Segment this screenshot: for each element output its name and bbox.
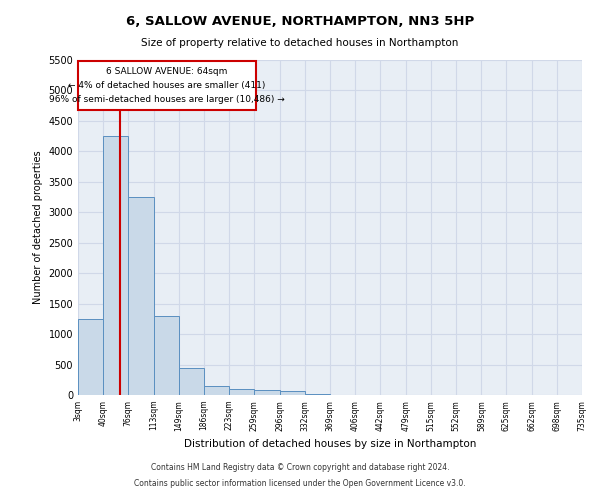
FancyBboxPatch shape bbox=[78, 61, 256, 110]
Bar bbox=[254, 390, 280, 395]
Text: Contains HM Land Registry data © Crown copyright and database right 2024.: Contains HM Land Registry data © Crown c… bbox=[151, 464, 449, 472]
Text: 96% of semi-detached houses are larger (10,486) →: 96% of semi-detached houses are larger (… bbox=[49, 94, 285, 104]
Bar bbox=[280, 392, 305, 395]
Text: Size of property relative to detached houses in Northampton: Size of property relative to detached ho… bbox=[142, 38, 458, 48]
Bar bbox=[204, 386, 229, 395]
Bar bbox=[305, 394, 330, 395]
Bar bbox=[154, 316, 179, 395]
Text: 6 SALLOW AVENUE: 64sqm: 6 SALLOW AVENUE: 64sqm bbox=[106, 68, 228, 76]
Bar bbox=[103, 136, 128, 395]
Y-axis label: Number of detached properties: Number of detached properties bbox=[33, 150, 43, 304]
X-axis label: Distribution of detached houses by size in Northampton: Distribution of detached houses by size … bbox=[184, 439, 476, 449]
Bar bbox=[128, 197, 154, 395]
Bar bbox=[179, 368, 204, 395]
Bar bbox=[229, 389, 254, 395]
Text: Contains public sector information licensed under the Open Government Licence v3: Contains public sector information licen… bbox=[134, 478, 466, 488]
Text: 6, SALLOW AVENUE, NORTHAMPTON, NN3 5HP: 6, SALLOW AVENUE, NORTHAMPTON, NN3 5HP bbox=[126, 15, 474, 28]
Bar bbox=[78, 319, 103, 395]
Text: ← 4% of detached houses are smaller (411): ← 4% of detached houses are smaller (411… bbox=[68, 81, 266, 90]
